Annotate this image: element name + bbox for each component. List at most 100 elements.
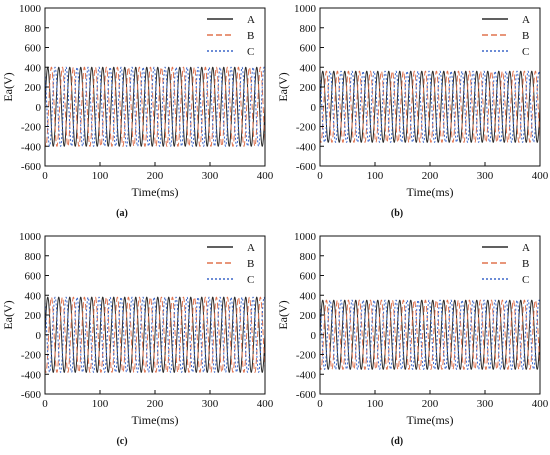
series-line-B bbox=[45, 66, 265, 147]
series-group bbox=[320, 70, 540, 143]
series-group bbox=[45, 296, 265, 373]
series-line-B bbox=[45, 296, 265, 373]
y-tick-label: -400 bbox=[296, 141, 317, 153]
x-axis-title: Time(ms) bbox=[407, 413, 454, 427]
y-tick-label: 800 bbox=[25, 251, 42, 263]
y-tick-label: 200 bbox=[25, 82, 42, 94]
x-tick-label: 200 bbox=[147, 398, 164, 410]
legend-label-A: A bbox=[247, 242, 255, 254]
chart-svg: -600 -400 -200 0 200 400 600 800 1000 0 100 200 300 4… bbox=[276, 231, 549, 427]
y-tick-label: 1000 bbox=[19, 231, 42, 243]
y-tick-label: -400 bbox=[21, 141, 42, 153]
x-tick-label: 100 bbox=[92, 398, 109, 410]
y-tick-label: 0 bbox=[36, 102, 42, 114]
series-line-A bbox=[45, 66, 265, 147]
y-axis-title: Ea(V) bbox=[276, 300, 290, 329]
x-tick-label: 0 bbox=[42, 398, 48, 410]
series-line-C bbox=[45, 66, 265, 147]
y-tick-label: 200 bbox=[300, 310, 317, 322]
x-tick-label: 400 bbox=[257, 170, 274, 182]
series-line-A bbox=[320, 299, 540, 370]
y-tick-label: 0 bbox=[311, 330, 317, 342]
y-tick-label: -200 bbox=[21, 350, 42, 362]
y-tick-label: 800 bbox=[300, 251, 317, 263]
y-tick-label: 400 bbox=[300, 290, 317, 302]
x-tick-label: 400 bbox=[257, 398, 274, 410]
x-tick-label: 300 bbox=[477, 398, 494, 410]
y-tick-label: 400 bbox=[25, 62, 42, 74]
x-tick-label: 0 bbox=[42, 170, 48, 182]
x-tick-label: 0 bbox=[317, 398, 323, 410]
series-group bbox=[45, 66, 265, 147]
y-tick-label: 600 bbox=[25, 271, 42, 283]
y-tick-label: -400 bbox=[296, 369, 317, 381]
x-tick-label: 200 bbox=[422, 170, 439, 182]
legend-label-C: C bbox=[247, 274, 254, 286]
series-line-C bbox=[45, 296, 265, 373]
y-tick-label: 1000 bbox=[294, 231, 317, 243]
series-line-A bbox=[45, 296, 265, 373]
y-tick-label: 200 bbox=[300, 82, 317, 94]
y-tick-label: 800 bbox=[25, 23, 42, 35]
y-tick-label: -400 bbox=[21, 369, 42, 381]
x-tick-label: 300 bbox=[477, 170, 494, 182]
x-tick-label: 200 bbox=[422, 398, 439, 410]
x-tick-label: 300 bbox=[202, 398, 219, 410]
x-axis-title: Time(ms) bbox=[132, 185, 179, 199]
series-line-B bbox=[320, 299, 540, 370]
y-axis-title: Ea(V) bbox=[1, 72, 15, 101]
y-tick-label: 1000 bbox=[19, 3, 42, 15]
x-tick-label: 0 bbox=[317, 170, 323, 182]
legend-label-B: B bbox=[522, 30, 529, 42]
y-tick-label: -200 bbox=[296, 122, 317, 134]
y-tick-label: 600 bbox=[300, 271, 317, 283]
y-axis-title: Ea(V) bbox=[1, 300, 15, 329]
y-tick-label: 600 bbox=[25, 43, 42, 55]
x-tick-label: 100 bbox=[367, 170, 384, 182]
x-tick-label: 200 bbox=[147, 170, 164, 182]
legend-label-C: C bbox=[522, 274, 529, 286]
legend-label-C: C bbox=[247, 46, 254, 58]
y-tick-label: 400 bbox=[300, 62, 317, 74]
y-tick-label: 800 bbox=[300, 23, 317, 35]
x-tick-label: 400 bbox=[532, 170, 549, 182]
series-line-B bbox=[320, 70, 540, 143]
legend-label-A: A bbox=[522, 14, 530, 26]
chart-panel-d: -600 -400 -200 0 200 400 600 800 1000 0 100 200 300 4… bbox=[275, 228, 550, 455]
y-tick-label: 0 bbox=[36, 330, 42, 342]
caption: (d) bbox=[390, 436, 404, 447]
legend-label-A: A bbox=[247, 14, 255, 26]
chart-svg: -600 -400 -200 0 200 400 600 800 1000 0 100 200 300 4… bbox=[1, 231, 274, 427]
y-tick-label: -600 bbox=[296, 161, 317, 173]
caption: (b) bbox=[390, 208, 404, 219]
series-group bbox=[320, 299, 540, 370]
y-tick-label: -200 bbox=[296, 350, 317, 362]
series-line-A bbox=[320, 70, 540, 143]
legend-label-B: B bbox=[522, 258, 529, 270]
x-tick-label: 300 bbox=[202, 170, 219, 182]
x-axis-title: Time(ms) bbox=[407, 185, 454, 199]
legend-label-A: A bbox=[522, 242, 530, 254]
y-tick-label: 1000 bbox=[294, 3, 317, 15]
series-line-C bbox=[320, 299, 540, 370]
chart-panel-a: -600 -400 -200 0 200 400 600 800 1000 0 100 200 300 4… bbox=[0, 0, 275, 227]
y-tick-label: -600 bbox=[21, 161, 42, 173]
caption: (c) bbox=[116, 436, 128, 447]
y-tick-label: 400 bbox=[25, 290, 42, 302]
y-tick-label: 600 bbox=[300, 43, 317, 55]
x-tick-label: 100 bbox=[367, 398, 384, 410]
y-tick-label: -600 bbox=[296, 389, 317, 401]
x-tick-label: 400 bbox=[532, 398, 549, 410]
x-axis-title: Time(ms) bbox=[132, 413, 179, 427]
y-tick-label: 0 bbox=[311, 102, 317, 114]
y-tick-label: -600 bbox=[21, 389, 42, 401]
chart-svg: -600 -400 -200 0 200 400 600 800 1000 0 100 200 300 4… bbox=[276, 3, 549, 199]
chart-panel-c: -600 -400 -200 0 200 400 600 800 1000 0 100 200 300 4… bbox=[0, 228, 275, 455]
y-tick-label: 200 bbox=[25, 310, 42, 322]
y-axis-title: Ea(V) bbox=[276, 72, 290, 101]
y-tick-label: -200 bbox=[21, 122, 42, 134]
x-tick-label: 100 bbox=[92, 170, 109, 182]
legend-label-B: B bbox=[247, 258, 254, 270]
caption: (a) bbox=[116, 208, 128, 219]
chart-svg: -600 -400 -200 0 200 400 600 800 1000 0 100 200 300 4… bbox=[1, 3, 274, 199]
